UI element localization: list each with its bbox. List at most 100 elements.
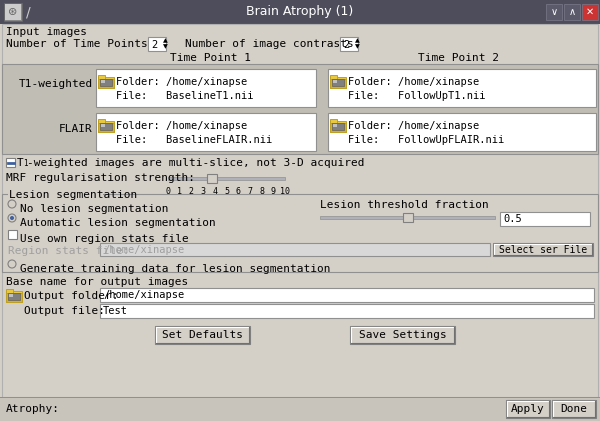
Bar (328, 69, 596, 107)
Text: Output file:: Output file: (24, 306, 105, 316)
Bar (98, 77, 114, 88)
Bar (333, 80, 337, 83)
Text: Apply: Apply (511, 405, 545, 415)
Bar (8, 293, 20, 300)
Text: Number of image contrasts: Number of image contrasts (185, 39, 354, 49)
Bar (320, 216, 495, 219)
Bar (96, 113, 316, 151)
Text: ⊛: ⊛ (8, 7, 17, 17)
Text: 9: 9 (271, 187, 276, 196)
Text: 5: 5 (224, 187, 229, 196)
Bar (9, 294, 13, 297)
Text: Output folder:: Output folder: (24, 291, 119, 301)
Text: Use own region stats file: Use own region stats file (20, 234, 189, 244)
Bar (582, 4, 598, 20)
Text: 2: 2 (343, 40, 349, 50)
Text: Base name for output images: Base name for output images (6, 277, 188, 287)
Bar (6, 291, 22, 302)
Text: T: T (17, 157, 24, 168)
Text: Input images: Input images (6, 27, 87, 37)
Bar (148, 37, 166, 51)
Text: 0: 0 (166, 187, 170, 196)
Text: Automatic lesion segmentation: Automatic lesion segmentation (20, 218, 216, 228)
Bar (100, 79, 112, 86)
Text: -weighted images are multi-slice, not 3-D acquired: -weighted images are multi-slice, not 3-… (27, 157, 365, 168)
Text: 10: 10 (280, 187, 290, 196)
Text: Save Settings: Save Settings (359, 330, 446, 341)
Text: 0.5: 0.5 (503, 215, 522, 224)
Bar (100, 288, 594, 302)
Bar (98, 121, 114, 132)
Text: Folder: /home/xinapse: Folder: /home/xinapse (116, 77, 247, 87)
Text: Folder: /home/xinapse: Folder: /home/xinapse (348, 121, 479, 131)
Text: 3: 3 (200, 187, 206, 196)
Bar (500, 212, 590, 226)
Text: File:   FollowUpT1.nii: File: FollowUpT1.nii (348, 91, 485, 101)
Text: ▼: ▼ (163, 45, 168, 50)
Text: Folder: /home/xinapse: Folder: /home/xinapse (116, 121, 247, 131)
Text: 2: 2 (189, 187, 194, 196)
Bar (330, 77, 346, 88)
Text: T1-weighted: T1-weighted (19, 79, 93, 89)
Bar (2, 194, 598, 272)
Bar (98, 119, 105, 123)
Text: Lesion threshold fraction: Lesion threshold fraction (320, 200, 489, 210)
Bar (4, 3, 22, 21)
Bar (330, 123, 346, 132)
Bar (98, 79, 114, 88)
Bar (98, 75, 105, 79)
Text: 6: 6 (236, 187, 241, 196)
Bar (2, 24, 598, 397)
Bar (552, 400, 596, 418)
Bar (564, 4, 580, 20)
Text: ∧: ∧ (568, 7, 575, 17)
Text: FLAIR: FLAIR (59, 124, 93, 134)
Bar (332, 123, 344, 130)
Bar (100, 243, 490, 256)
Text: /home/xinapse: /home/xinapse (103, 245, 184, 255)
Bar (6, 158, 15, 167)
Bar (328, 113, 596, 151)
Text: Test: Test (103, 306, 128, 317)
Bar (330, 79, 346, 88)
Bar (100, 123, 112, 130)
Bar (332, 79, 344, 86)
Text: Number of Time Points: Number of Time Points (6, 39, 148, 49)
Bar (350, 326, 455, 344)
Text: File:   BaselineT1.nii: File: BaselineT1.nii (116, 91, 254, 101)
Bar (155, 326, 250, 344)
Bar (330, 121, 346, 132)
Text: ▲: ▲ (163, 38, 168, 43)
Text: No lesion segmentation: No lesion segmentation (20, 204, 169, 214)
Text: 4: 4 (212, 187, 217, 196)
Bar (8, 193, 103, 202)
Text: Brain Atrophy (1): Brain Atrophy (1) (247, 5, 353, 19)
Text: Generate training data for lesion segmentation: Generate training data for lesion segmen… (20, 264, 331, 274)
Text: Atrophy:: Atrophy: (6, 404, 60, 414)
Bar (493, 243, 593, 256)
Text: File:   FollowUpFLAIR.nii: File: FollowUpFLAIR.nii (348, 135, 504, 145)
Bar (98, 123, 114, 132)
Bar (330, 75, 337, 79)
Text: 1: 1 (23, 160, 28, 168)
Text: File:   BaselineFLAIR.nii: File: BaselineFLAIR.nii (116, 135, 272, 145)
Bar (0, 397, 600, 421)
Text: 1: 1 (177, 187, 182, 196)
Text: Time Point 2: Time Point 2 (418, 53, 499, 63)
Text: /: / (26, 5, 31, 19)
Text: 8: 8 (259, 187, 264, 196)
Text: 2: 2 (151, 40, 157, 50)
Bar (208, 174, 217, 183)
Bar (333, 124, 337, 127)
Bar (0, 397, 600, 398)
Text: ✕: ✕ (586, 7, 594, 17)
Text: Lesion segmentation: Lesion segmentation (9, 190, 137, 200)
Text: Region stats file:: Region stats file: (8, 246, 130, 256)
Bar (506, 400, 550, 418)
Bar (6, 289, 13, 293)
Text: ∨: ∨ (550, 7, 557, 17)
Bar (5, 4, 21, 20)
Bar (168, 177, 285, 180)
Text: ▲: ▲ (355, 38, 360, 43)
Bar (101, 80, 105, 83)
